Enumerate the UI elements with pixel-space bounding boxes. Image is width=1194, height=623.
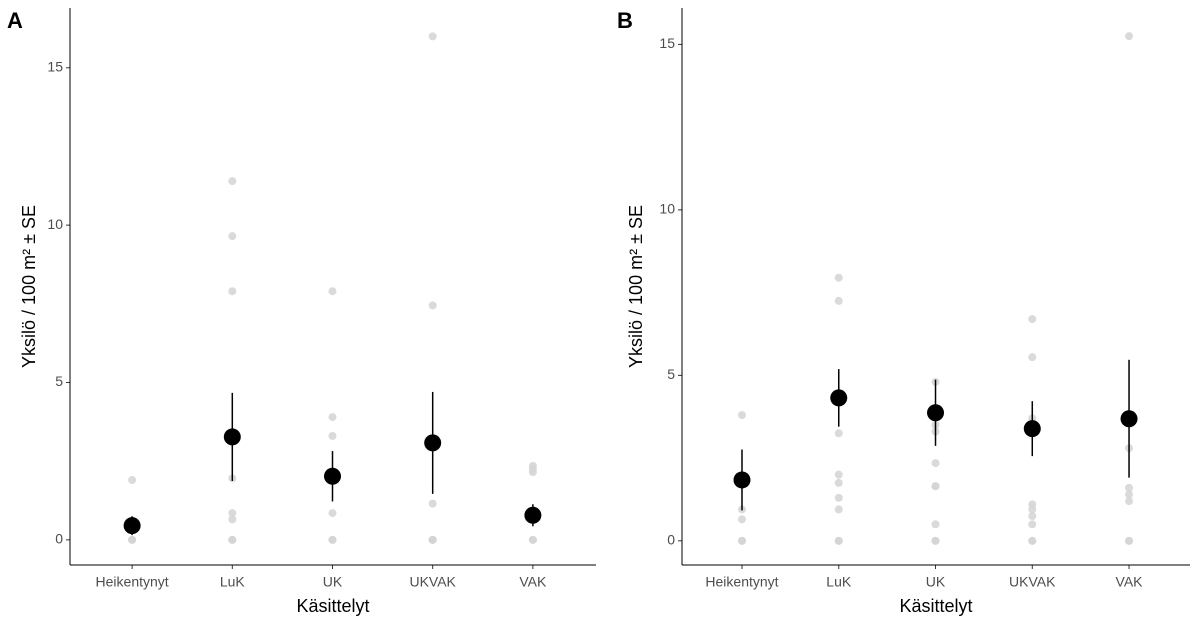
raw-point: [228, 287, 237, 296]
raw-point: [328, 509, 337, 518]
raw-point: [834, 470, 843, 479]
raw-point: [228, 535, 237, 544]
raw-point: [1125, 497, 1134, 506]
raw-point: [931, 459, 940, 468]
mean-point: [927, 404, 945, 422]
x-tick-label: LuK: [826, 574, 852, 590]
raw-point: [428, 32, 437, 41]
y-axis-title: Yksilö / 100 m² ± SE: [626, 205, 646, 368]
mean-point: [733, 471, 751, 489]
raw-point: [1028, 536, 1037, 545]
x-tick-label: UKVAK: [1009, 574, 1056, 590]
mean-point: [830, 389, 848, 407]
raw-point: [737, 536, 746, 545]
x-axis-title: Käsittelyt: [899, 596, 972, 616]
raw-point: [834, 296, 843, 305]
mean-point: [323, 467, 341, 485]
x-tick-label: UKVAK: [409, 574, 456, 590]
mean-point: [524, 506, 542, 524]
y-tick-label: 0: [667, 532, 675, 548]
raw-point: [328, 535, 337, 544]
raw-point: [931, 520, 940, 529]
y-tick-label: 15: [659, 35, 675, 51]
x-axis-title: Käsittelyt: [296, 596, 369, 616]
raw-point: [328, 413, 337, 422]
raw-point: [428, 301, 437, 310]
mean-point: [223, 428, 241, 446]
raw-point: [1028, 520, 1037, 529]
y-tick-label: 5: [55, 373, 63, 389]
mean-point: [424, 434, 442, 452]
x-tick-label: UK: [926, 574, 946, 590]
y-tick-label: 10: [659, 201, 675, 217]
x-tick-label: Heikentynyt: [705, 574, 778, 590]
y-tick-label: 0: [55, 531, 63, 547]
raw-point: [1028, 505, 1037, 514]
x-tick-label: Heikentynyt: [96, 574, 169, 590]
raw-point: [1125, 32, 1134, 41]
panel-label: A: [7, 8, 23, 33]
raw-point: [1028, 512, 1037, 521]
raw-point: [228, 177, 237, 186]
y-tick-label: 5: [667, 366, 675, 382]
raw-point: [1028, 353, 1037, 362]
y-tick-label: 10: [47, 216, 63, 232]
x-tick-label: UK: [323, 574, 343, 590]
x-tick-label: VAK: [519, 574, 547, 590]
raw-point: [328, 431, 337, 440]
raw-point: [834, 429, 843, 438]
mean-point: [123, 517, 141, 535]
raw-point: [1125, 483, 1134, 492]
raw-point: [428, 535, 437, 544]
mean-point: [1120, 410, 1138, 428]
raw-point: [834, 505, 843, 514]
raw-point: [328, 287, 337, 296]
raw-point: [428, 499, 437, 508]
raw-point: [228, 509, 237, 518]
x-tick-label: LuK: [220, 574, 246, 590]
raw-point: [834, 493, 843, 502]
raw-point: [528, 468, 537, 477]
x-tick-label: VAK: [1116, 574, 1144, 590]
mean-point: [1023, 420, 1041, 438]
raw-point: [128, 535, 137, 544]
raw-point: [1125, 536, 1134, 545]
panel-label: B: [617, 8, 633, 33]
raw-point: [737, 411, 746, 420]
raw-point: [1028, 315, 1037, 324]
raw-point: [128, 476, 137, 485]
raw-point: [1125, 490, 1134, 499]
raw-point: [834, 478, 843, 487]
raw-point: [228, 232, 237, 241]
raw-point: [931, 536, 940, 545]
raw-point: [834, 273, 843, 282]
raw-point: [528, 535, 537, 544]
y-axis-title: Yksilö / 100 m² ± SE: [19, 205, 39, 368]
raw-point: [737, 515, 746, 524]
raw-point: [834, 536, 843, 545]
raw-point: [228, 515, 237, 524]
raw-point: [931, 482, 940, 491]
y-tick-label: 15: [47, 58, 63, 74]
